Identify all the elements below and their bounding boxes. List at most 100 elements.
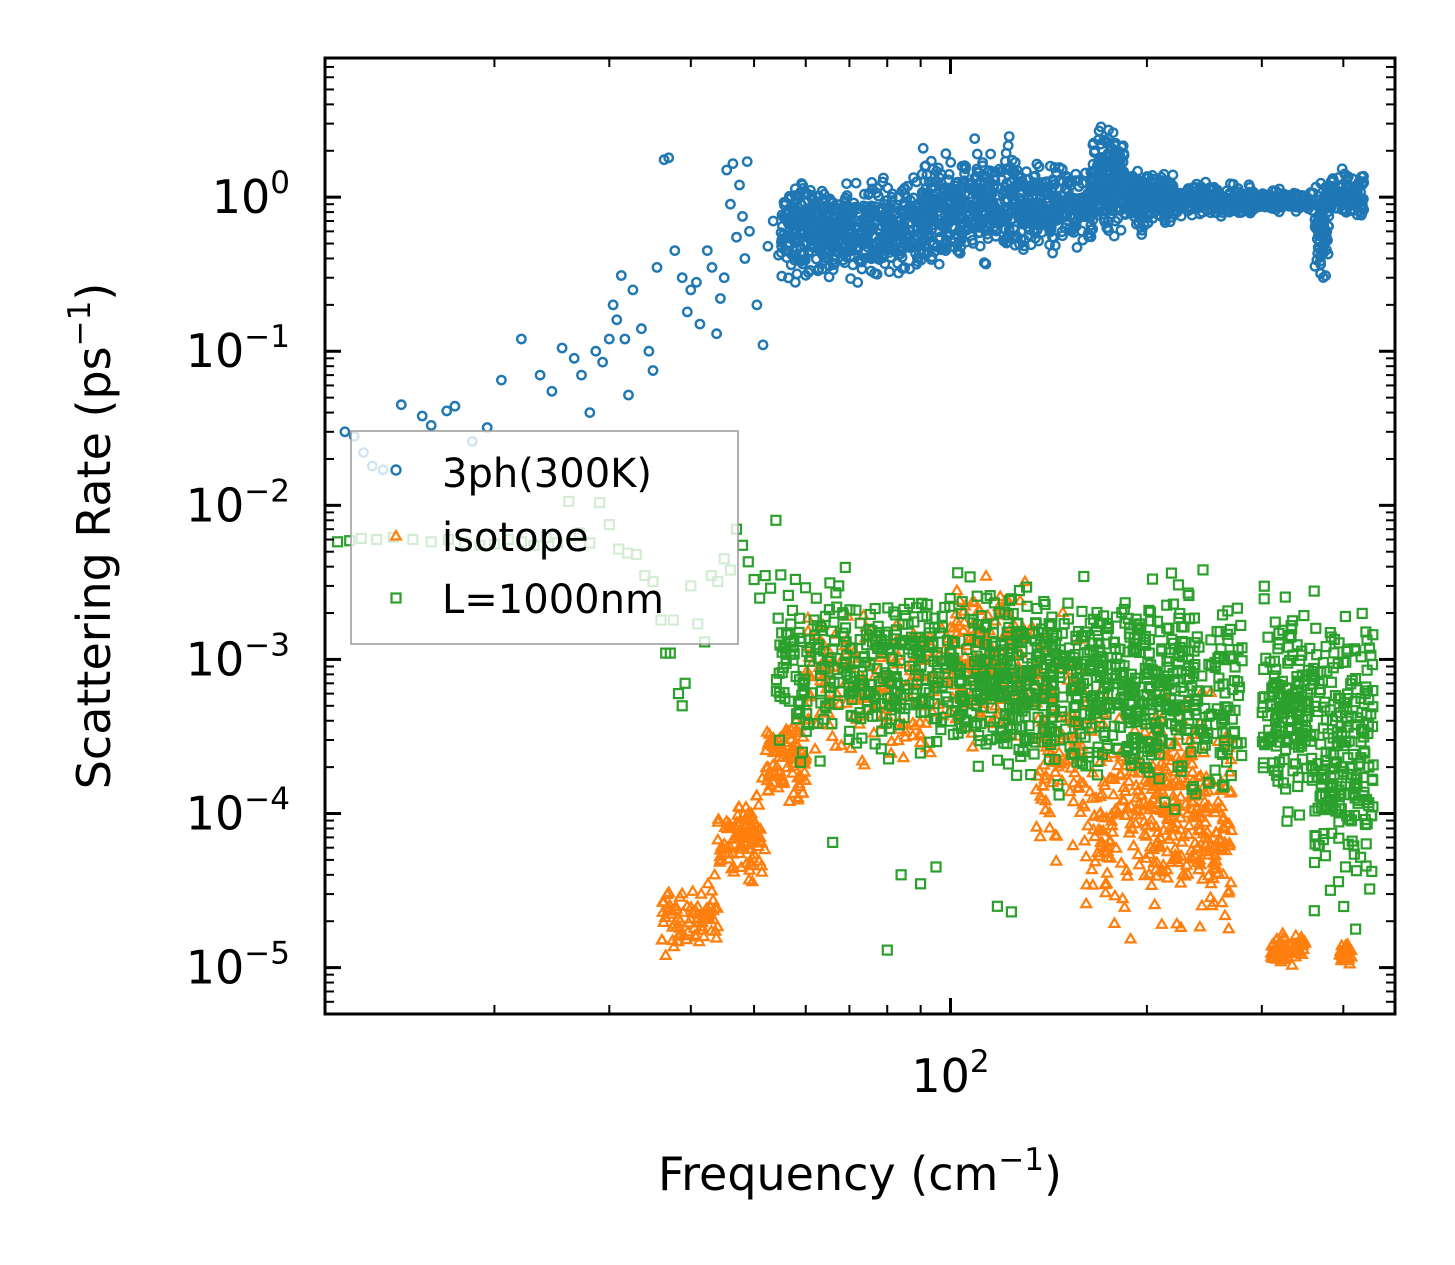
- point-l1000nm: [1293, 809, 1306, 821]
- point-3ph: [701, 245, 713, 257]
- point-3ph: [969, 133, 981, 145]
- point-3ph: [1148, 186, 1160, 198]
- point-isotope: [681, 915, 696, 928]
- point-l1000nm: [898, 603, 910, 616]
- point-l1000nm: [1295, 690, 1308, 703]
- point-3ph: [721, 164, 733, 176]
- point-isotope: [1216, 810, 1231, 822]
- point-3ph: [882, 182, 894, 194]
- point-3ph: [706, 261, 718, 273]
- point-isotope: [855, 753, 870, 766]
- point-l1000nm: [1037, 723, 1049, 735]
- point-isotope: [1038, 768, 1053, 781]
- point-isotope: [749, 788, 764, 801]
- point-isotope: [1083, 784, 1097, 797]
- point-l1000nm: [1308, 585, 1320, 597]
- point-3ph: [971, 148, 983, 160]
- point-3ph: [681, 306, 693, 318]
- point-isotope: [761, 737, 776, 750]
- point-3ph: [568, 352, 580, 364]
- point-l1000nm: [1220, 756, 1233, 768]
- point-l1000nm: [808, 614, 820, 626]
- point-isotope: [784, 732, 799, 745]
- point-l1000nm: [1119, 617, 1131, 629]
- point-3ph: [922, 246, 934, 258]
- point-isotope: [1200, 825, 1215, 837]
- point-l1000nm: [1196, 670, 1208, 682]
- point-isotope: [946, 620, 961, 633]
- point-l1000nm: [984, 647, 996, 659]
- point-l1000nm: [1151, 615, 1164, 627]
- point-l1000nm: [882, 602, 894, 614]
- point-isotope: [1130, 803, 1145, 816]
- point-isotope: [1215, 895, 1229, 908]
- point-l1000nm: [839, 561, 851, 574]
- point-l1000nm: [991, 754, 1004, 766]
- point-l1000nm: [774, 639, 786, 651]
- point-l1000nm: [869, 693, 882, 705]
- point-isotope: [1337, 945, 1352, 957]
- point-isotope: [1149, 855, 1164, 868]
- point-isotope: [740, 830, 755, 843]
- point-l1000nm: [827, 836, 839, 849]
- point-l1000nm: [909, 664, 921, 676]
- point-l1000nm: [947, 728, 960, 741]
- point-isotope: [1093, 806, 1107, 819]
- point-l1000nm: [861, 639, 873, 651]
- point-isotope: [742, 862, 757, 875]
- point-isotope: [1147, 897, 1162, 910]
- point-l1000nm: [1339, 610, 1352, 623]
- point-isotope: [1166, 820, 1181, 832]
- point-l1000nm: [924, 627, 936, 639]
- point-isotope: [1169, 916, 1184, 929]
- point-l1000nm: [1078, 658, 1090, 670]
- point-l1000nm: [995, 639, 1008, 652]
- point-isotope: [991, 599, 1006, 612]
- point-l1000nm: [794, 632, 806, 644]
- point-3ph: [1043, 220, 1054, 232]
- point-l1000nm: [959, 721, 971, 733]
- point-isotope: [667, 917, 681, 929]
- point-isotope: [1195, 872, 1210, 884]
- point-3ph: [1091, 160, 1103, 172]
- point-l1000nm: [979, 621, 992, 633]
- point-l1000nm: [1116, 606, 1128, 619]
- point-3ph: [556, 342, 568, 354]
- point-l1000nm: [794, 612, 806, 624]
- point-3ph: [676, 272, 688, 284]
- point-isotope: [1191, 770, 1206, 782]
- point-3ph: [806, 206, 817, 218]
- point-isotope: [1049, 854, 1064, 866]
- point-l1000nm: [1041, 629, 1053, 641]
- point-l1000nm: [1064, 741, 1076, 753]
- point-isotope: [1033, 829, 1048, 842]
- point-isotope: [1224, 875, 1238, 888]
- point-3ph: [1136, 224, 1148, 236]
- point-3ph: [954, 236, 965, 248]
- point-l1000nm: [952, 567, 964, 579]
- point-isotope: [1048, 754, 1063, 767]
- point-isotope: [1106, 787, 1121, 800]
- point-3ph: [1066, 176, 1078, 188]
- point-l1000nm: [1172, 579, 1185, 591]
- point-l1000nm: [890, 629, 902, 641]
- point-isotope: [769, 759, 784, 772]
- point-3ph: [872, 182, 883, 194]
- point-3ph: [1128, 205, 1140, 217]
- point-l1000nm: [989, 649, 1002, 661]
- point-isotope: [828, 739, 843, 751]
- point-isotope: [1079, 849, 1094, 862]
- point-isotope: [1168, 841, 1183, 854]
- point-3ph: [725, 198, 736, 210]
- point-isotope: [1097, 840, 1112, 853]
- point-isotope: [1080, 818, 1095, 831]
- point-3ph: [988, 180, 999, 192]
- point-l1000nm: [1063, 642, 1075, 654]
- point-l1000nm: [845, 709, 857, 722]
- point-l1000nm: [912, 670, 925, 682]
- point-3ph: [1283, 194, 1295, 206]
- point-l1000nm: [1091, 769, 1104, 781]
- point-3ph: [945, 156, 957, 168]
- point-l1000nm: [931, 735, 943, 748]
- point-l1000nm: [831, 601, 843, 613]
